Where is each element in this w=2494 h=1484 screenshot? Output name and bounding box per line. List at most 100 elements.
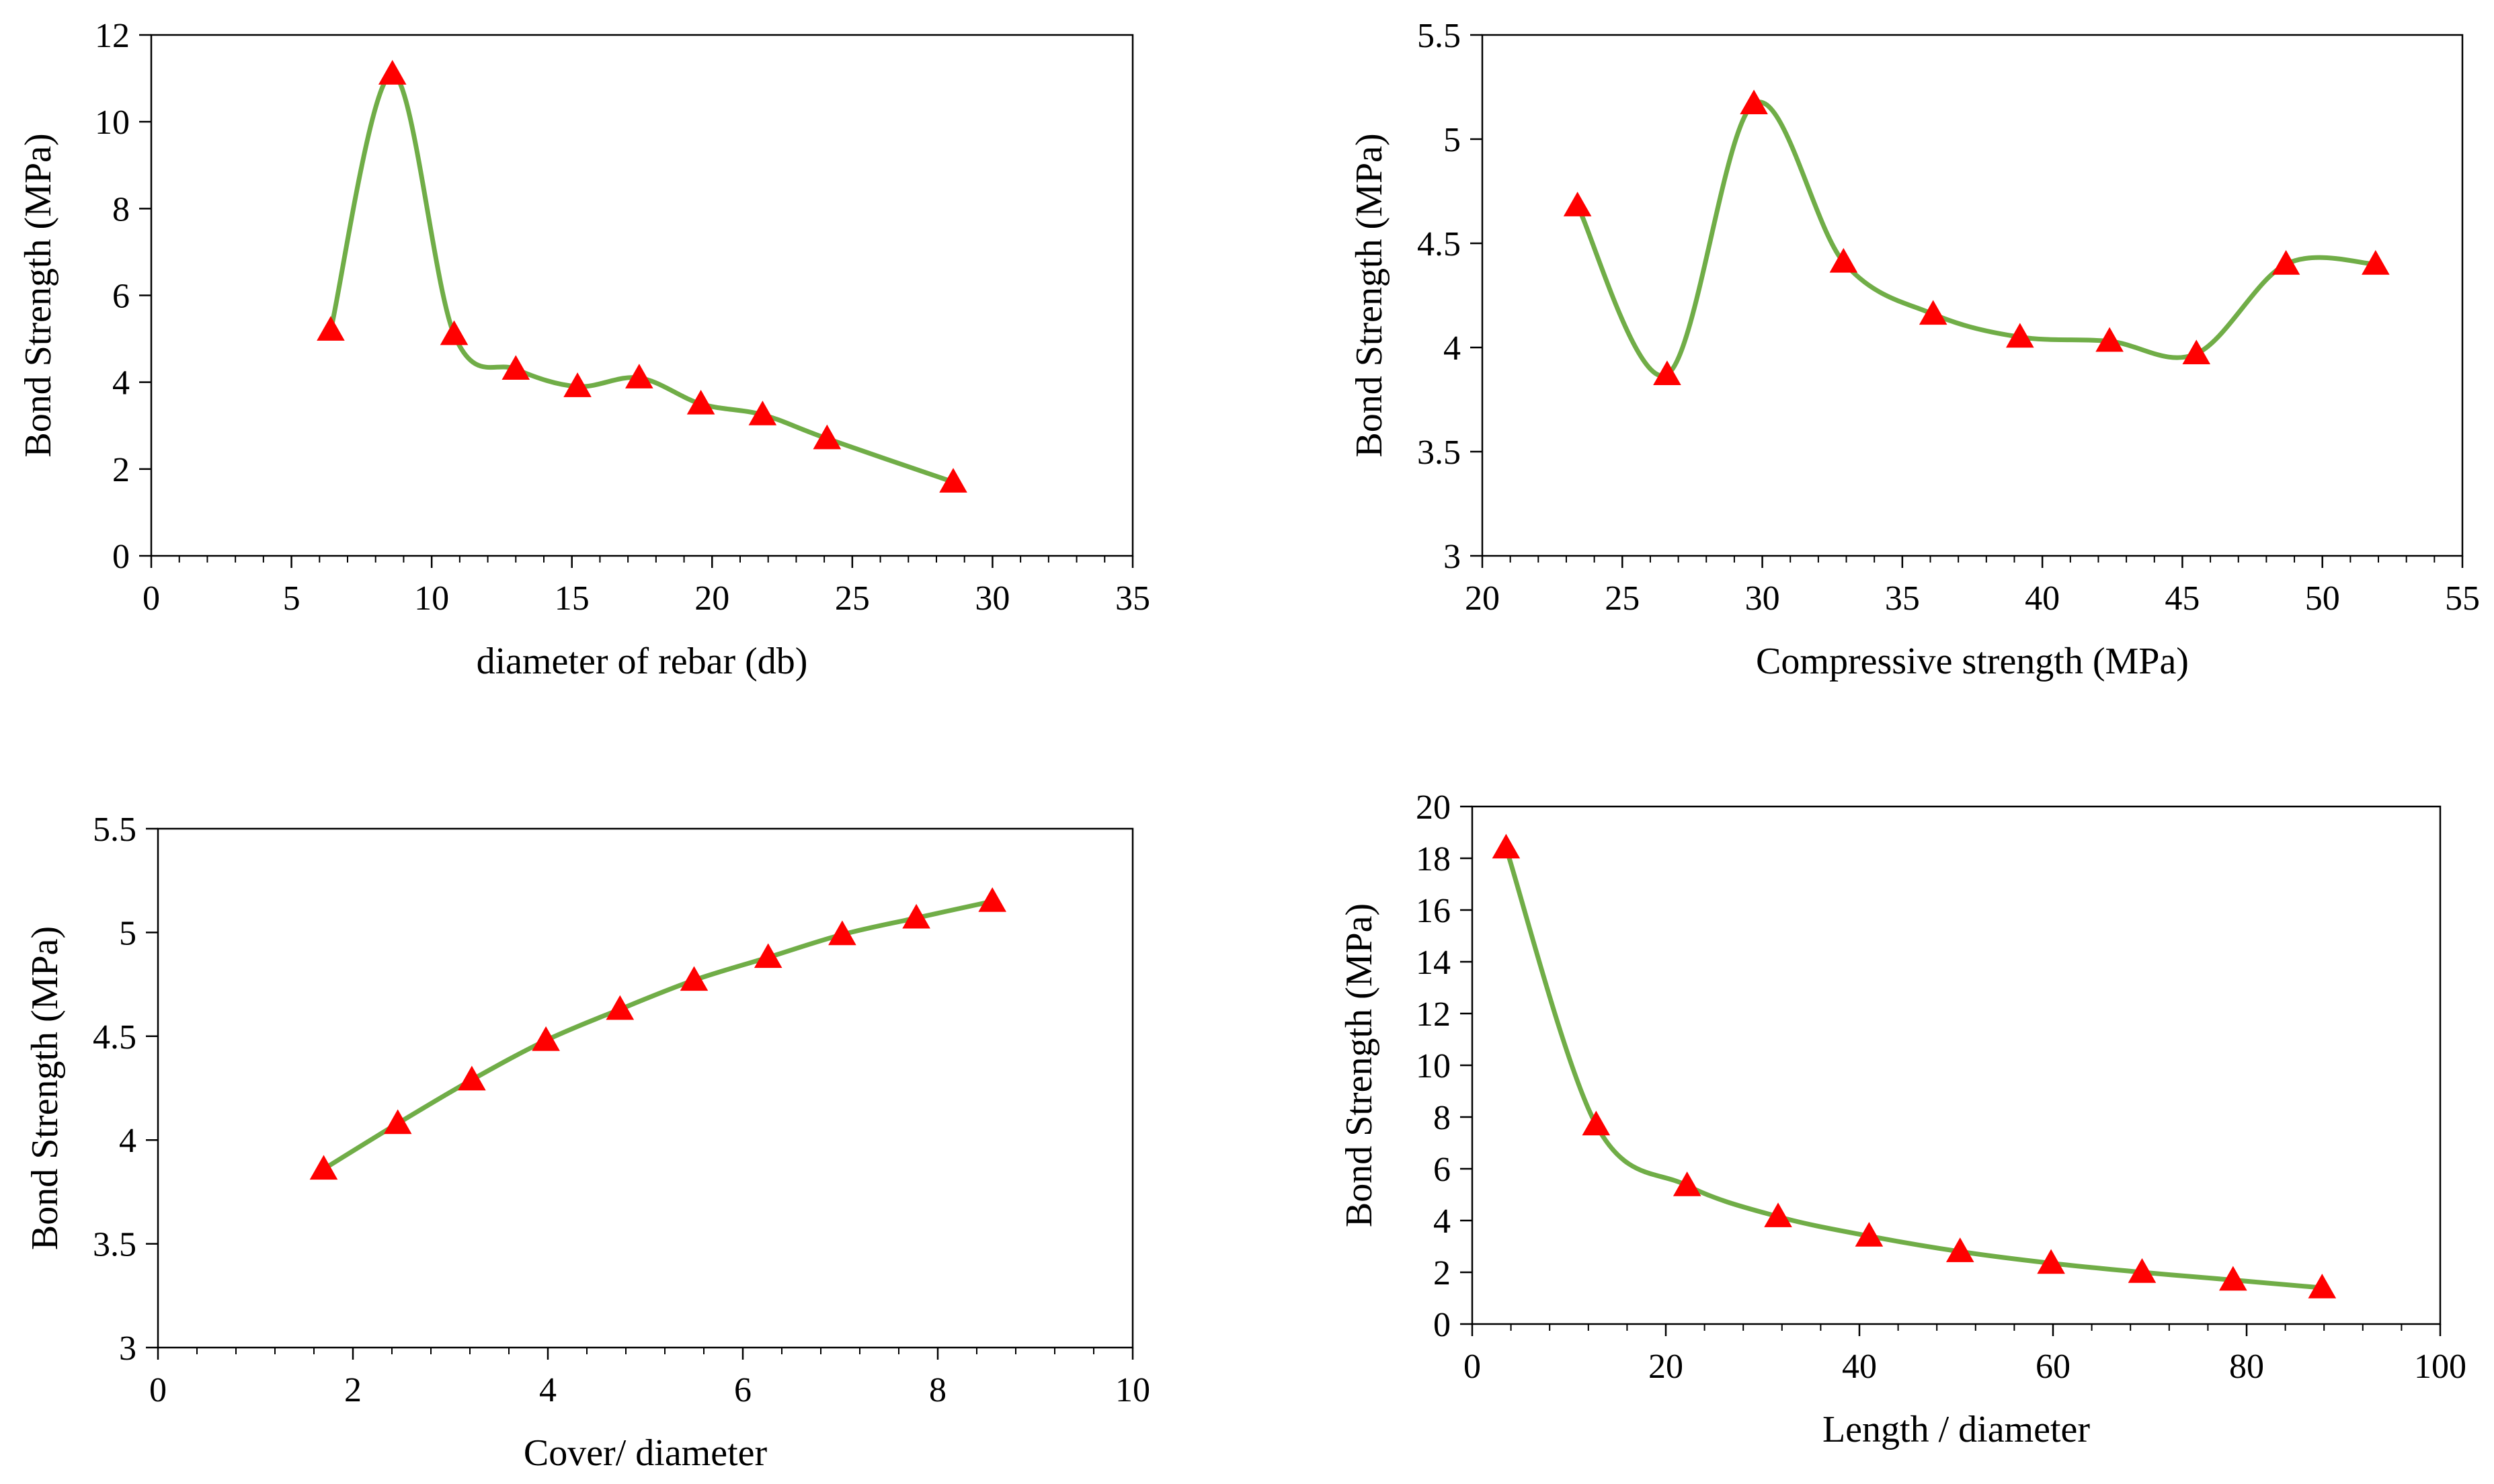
x-tick-label: 20 [1465,579,1500,618]
data-point-marker [680,966,709,991]
data-point-marker [1563,192,1592,216]
data-point-marker [458,1065,486,1091]
y-tick-label: 5 [119,914,136,952]
x-tick-label: 6 [734,1371,752,1409]
x-tick-label: 0 [143,579,160,618]
x-axis-title: Cover/ diameter [524,1432,768,1474]
x-tick-label: 5 [283,579,300,618]
y-axis-title: Bond Strength (MPa) [1349,133,1390,457]
data-point-marker [625,364,653,388]
x-tick-label: 10 [414,579,449,618]
chart-bond-vs-compressive-strength: 20 25 30 35 40 45 50 55 3 3.5 4 4.5 5 5.5 Compressive … [1349,17,2480,682]
x-tick-label: 45 [2165,579,2200,618]
data-point-marker [2182,339,2211,364]
data-point-marker [2308,1274,2337,1298]
data-point-marker [2362,250,2390,275]
y-axis-title: Bond Strength (MPa) [1338,903,1380,1227]
x-tick-label: 20 [1648,1348,1683,1386]
x-tick-label: 60 [2036,1348,2070,1386]
y-axis-title: Bond Strength (MPa) [24,926,66,1250]
data-point-marker [317,316,345,341]
data-point-marker [440,320,469,345]
y-tick-label: 3 [119,1329,136,1368]
x-tick-label: 15 [555,579,590,618]
y-tick-label: 5.5 [1417,17,1461,55]
data-point-marker [754,943,782,968]
y-tick-label: 20 [1416,788,1451,827]
y-tick-label: 16 [1416,892,1451,930]
data-point-marker [828,920,856,946]
data-point-marker [1764,1202,1792,1227]
data-point-marker [1829,247,1858,273]
x-tick-label: 8 [929,1371,947,1409]
data-point-marker [1492,833,1521,859]
x-tick-label: 2 [344,1371,362,1409]
data-point-marker [1945,1237,1974,1262]
y-tick-label: 10 [1416,1047,1451,1085]
y-tick-label: 6 [1433,1151,1451,1189]
data-point-marker [1740,89,1768,114]
plot-area-frame [1481,34,2464,557]
y-tick-label: 8 [1433,1099,1451,1137]
data-point-marker [501,355,530,380]
x-tick-label: 50 [2305,579,2340,618]
x-tick-label: 55 [2445,579,2480,618]
x-tick-label: 30 [975,579,1010,618]
x-tick-label: 25 [835,579,870,618]
x-tick-label: 0 [1463,1348,1481,1386]
y-tick-label: 5 [1443,121,1461,159]
data-point-marker [813,424,842,450]
data-point-marker [2037,1249,2065,1274]
x-tick-label: 10 [1115,1371,1150,1409]
x-tick-label: 4 [539,1371,557,1409]
y-axis-title: Bond Strength (MPa) [17,133,59,457]
y-tick-label: 0 [112,538,130,576]
x-tick-label: 40 [2025,579,2060,618]
series-line [1575,99,2378,378]
x-tick-label: 100 [2414,1348,2466,1386]
x-tick-label: 40 [1842,1348,1877,1386]
y-tick-label: 14 [1416,944,1451,982]
y-tick-label: 2 [1433,1254,1451,1292]
y-tick-label: 8 [112,190,130,229]
data-point-marker [2271,250,2300,275]
data-point-marker [563,372,592,397]
y-tick-label: 4.5 [93,1018,136,1057]
x-tick-label: 80 [2229,1348,2264,1386]
y-tick-label: 3.5 [1417,434,1461,472]
chart-bond-vs-cover-diameter: 0 2 4 6 8 10 3 3.5 4 4.5 5 5.5 Cover/ diameter Bond S… [24,811,1150,1474]
y-tick-label: 3.5 [93,1226,136,1264]
data-point-marker [686,389,715,415]
data-point-marker [1855,1222,1884,1247]
y-tick-label: 4 [1433,1202,1451,1241]
y-tick-label: 2 [112,451,130,489]
data-point-marker [309,1155,338,1180]
data-point-marker [902,903,930,929]
y-tick-label: 18 [1416,840,1451,878]
chart-bond-vs-length-diameter: 0 20 40 60 80 100 0 2 4 6 8 10 12 14 16 18 20 Length / di… [1338,788,2466,1450]
chart-bond-vs-rebar-diameter: 0 5 10 15 20 25 30 35 0 2 4 6 8 10 12 diameter of rebar… [17,17,1150,682]
x-tick-label: 0 [149,1371,167,1409]
data-point-marker [939,468,967,493]
plot-area-frame [157,827,1134,1349]
data-point-marker [1582,1110,1611,1136]
data-point-marker [532,1026,560,1051]
y-tick-label: 10 [95,104,130,142]
data-point-marker [2128,1258,2157,1283]
y-tick-label: 3 [1443,538,1461,576]
x-tick-label: 20 [694,579,729,618]
data-point-marker [383,1109,412,1135]
data-point-marker [1673,1171,1701,1196]
data-point-marker [2095,327,2124,352]
x-tick-label: 35 [1885,579,1920,618]
y-tick-label: 6 [112,278,130,316]
y-tick-label: 12 [1416,995,1451,1034]
x-axis-title: Compressive strength (MPa) [1756,641,2189,682]
data-point-marker [2219,1266,2247,1291]
x-tick-label: 35 [1115,579,1150,618]
data-point-marker [978,887,1007,912]
x-tick-label: 30 [1745,579,1780,618]
y-tick-label: 4 [112,364,130,403]
